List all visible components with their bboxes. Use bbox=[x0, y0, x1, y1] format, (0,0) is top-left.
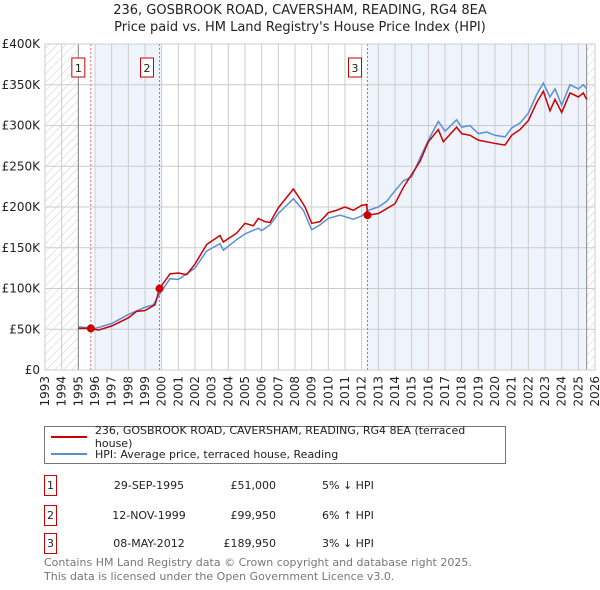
x-tick-label: 2024 bbox=[555, 376, 569, 407]
x-tick-label: 2016 bbox=[421, 376, 435, 407]
sale-price: £99,950 bbox=[230, 509, 277, 522]
hpi-line bbox=[78, 81, 588, 330]
x-tick-label: 2012 bbox=[355, 376, 369, 407]
x-tick-label: 2005 bbox=[238, 376, 252, 407]
sale-label-box bbox=[71, 57, 86, 78]
sale-label-box bbox=[140, 57, 154, 78]
x-tick-label: 2002 bbox=[188, 376, 202, 407]
sale-hpi-diff: 3% ↓ HPI bbox=[322, 537, 374, 550]
sale-label: 2 bbox=[144, 62, 151, 75]
y-tick-label: £100K bbox=[2, 282, 42, 296]
x-tick-label: 2021 bbox=[505, 376, 519, 407]
price-chart: 1993 1994 1995 1996 1997 1998 1999 2000 2001 2002… bbox=[2, 37, 600, 407]
sale-label: 3 bbox=[352, 62, 359, 75]
y-tick-label: £300K bbox=[2, 119, 42, 133]
x-tick-label: 1996 bbox=[88, 376, 102, 407]
x-tick-label: 1999 bbox=[138, 376, 152, 407]
property-legend-swatch bbox=[51, 436, 87, 438]
sale-hpi-diff: 5% ↓ HPI bbox=[322, 479, 374, 492]
x-tick-label: 2004 bbox=[221, 376, 235, 407]
sale-date: 08-MAY-2012 bbox=[113, 537, 185, 550]
sale-label-box bbox=[348, 57, 362, 78]
sale-point bbox=[86, 324, 95, 333]
y-tick-label: £250K bbox=[2, 159, 42, 173]
footer: Contains HM Land Registry data © Crown c… bbox=[44, 556, 472, 584]
x-tick-label: 2000 bbox=[155, 376, 169, 407]
y-tick-label: £350K bbox=[2, 78, 42, 92]
x-tick-label: 2019 bbox=[471, 376, 485, 407]
x-tick-label: 2014 bbox=[388, 376, 402, 407]
footer-licence: This data is licensed under the Open Gov… bbox=[44, 570, 395, 583]
sale-point bbox=[155, 284, 164, 293]
sale-row: 1 29-SEP-1995 £51,000 5% ↓ HPI bbox=[44, 475, 444, 496]
x-tick-label: 2022 bbox=[521, 376, 535, 407]
x-tick-label: 2013 bbox=[371, 376, 385, 407]
sale-price: £189,950 bbox=[223, 537, 277, 550]
sale-row: 2 12-NOV-1999 £99,950 6% ↑ HPI bbox=[44, 505, 444, 526]
property-legend-label: 236, GOSBROOK ROAD, CAVERSHAM, READING, … bbox=[94, 424, 466, 450]
sale-date: 29-SEP-1995 bbox=[113, 479, 185, 492]
plot-border bbox=[44, 43, 596, 371]
y-tick-label: £0 bbox=[25, 363, 40, 377]
sale-label: 1 bbox=[75, 62, 82, 75]
y-tick-label: £200K bbox=[2, 200, 42, 214]
sale-point bbox=[363, 211, 372, 220]
x-tick-label: 2010 bbox=[321, 376, 335, 407]
x-tick-label: 2011 bbox=[338, 376, 352, 407]
sale-number: 1 bbox=[44, 475, 57, 496]
sale-price: £51,000 bbox=[230, 479, 277, 492]
x-tick-label: 2020 bbox=[488, 376, 502, 407]
x-tick-label: 2009 bbox=[305, 376, 319, 407]
property-price-line bbox=[78, 89, 588, 331]
sale-date: 12-NOV-1999 bbox=[112, 509, 186, 522]
x-tick-label: 1994 bbox=[55, 376, 69, 407]
sale-row: 3 08-MAY-2012 £189,950 3% ↓ HPI bbox=[44, 533, 444, 554]
x-tick-label: 2007 bbox=[271, 376, 285, 407]
y-tick-label: £150K bbox=[2, 241, 42, 255]
x-tick-label: 2001 bbox=[171, 376, 185, 407]
x-tick-label: 2025 bbox=[571, 376, 585, 407]
x-tick-label: 2003 bbox=[205, 376, 219, 407]
hpi-legend-label: HPI: Average price, terraced house, Read… bbox=[95, 447, 339, 461]
x-tick-label: 2026 bbox=[588, 376, 600, 407]
chart-title: 236, GOSBROOK ROAD, CAVERSHAM, READING, … bbox=[113, 3, 487, 18]
x-tick-label: 2023 bbox=[538, 376, 552, 407]
y-tick-label: £50K bbox=[9, 322, 41, 336]
x-tick-label: 1993 bbox=[38, 376, 52, 407]
x-tick-label: 2008 bbox=[288, 376, 302, 407]
hpi-legend-swatch bbox=[51, 453, 87, 455]
legend: 236, GOSBROOK ROAD, CAVERSHAM, READING, … bbox=[44, 424, 506, 464]
x-tick-label: 1995 bbox=[71, 376, 85, 407]
x-tick-label: 2017 bbox=[438, 376, 452, 407]
footer-copyright: Contains HM Land Registry data © Crown c… bbox=[44, 556, 472, 569]
x-tick-label: 2006 bbox=[255, 376, 269, 407]
y-tick-label: £400K bbox=[2, 37, 42, 51]
x-tick-label: 1997 bbox=[105, 376, 119, 407]
sale-hpi-diff: 6% ↑ HPI bbox=[322, 509, 374, 522]
chart-subtitle: Price paid vs. HM Land Registry's House … bbox=[114, 20, 486, 35]
sale-number: 3 bbox=[44, 533, 57, 554]
sale-number: 2 bbox=[44, 505, 57, 526]
x-tick-label: 1998 bbox=[121, 376, 135, 407]
x-tick-label: 2018 bbox=[455, 376, 469, 407]
x-tick-label: 2015 bbox=[405, 376, 419, 407]
